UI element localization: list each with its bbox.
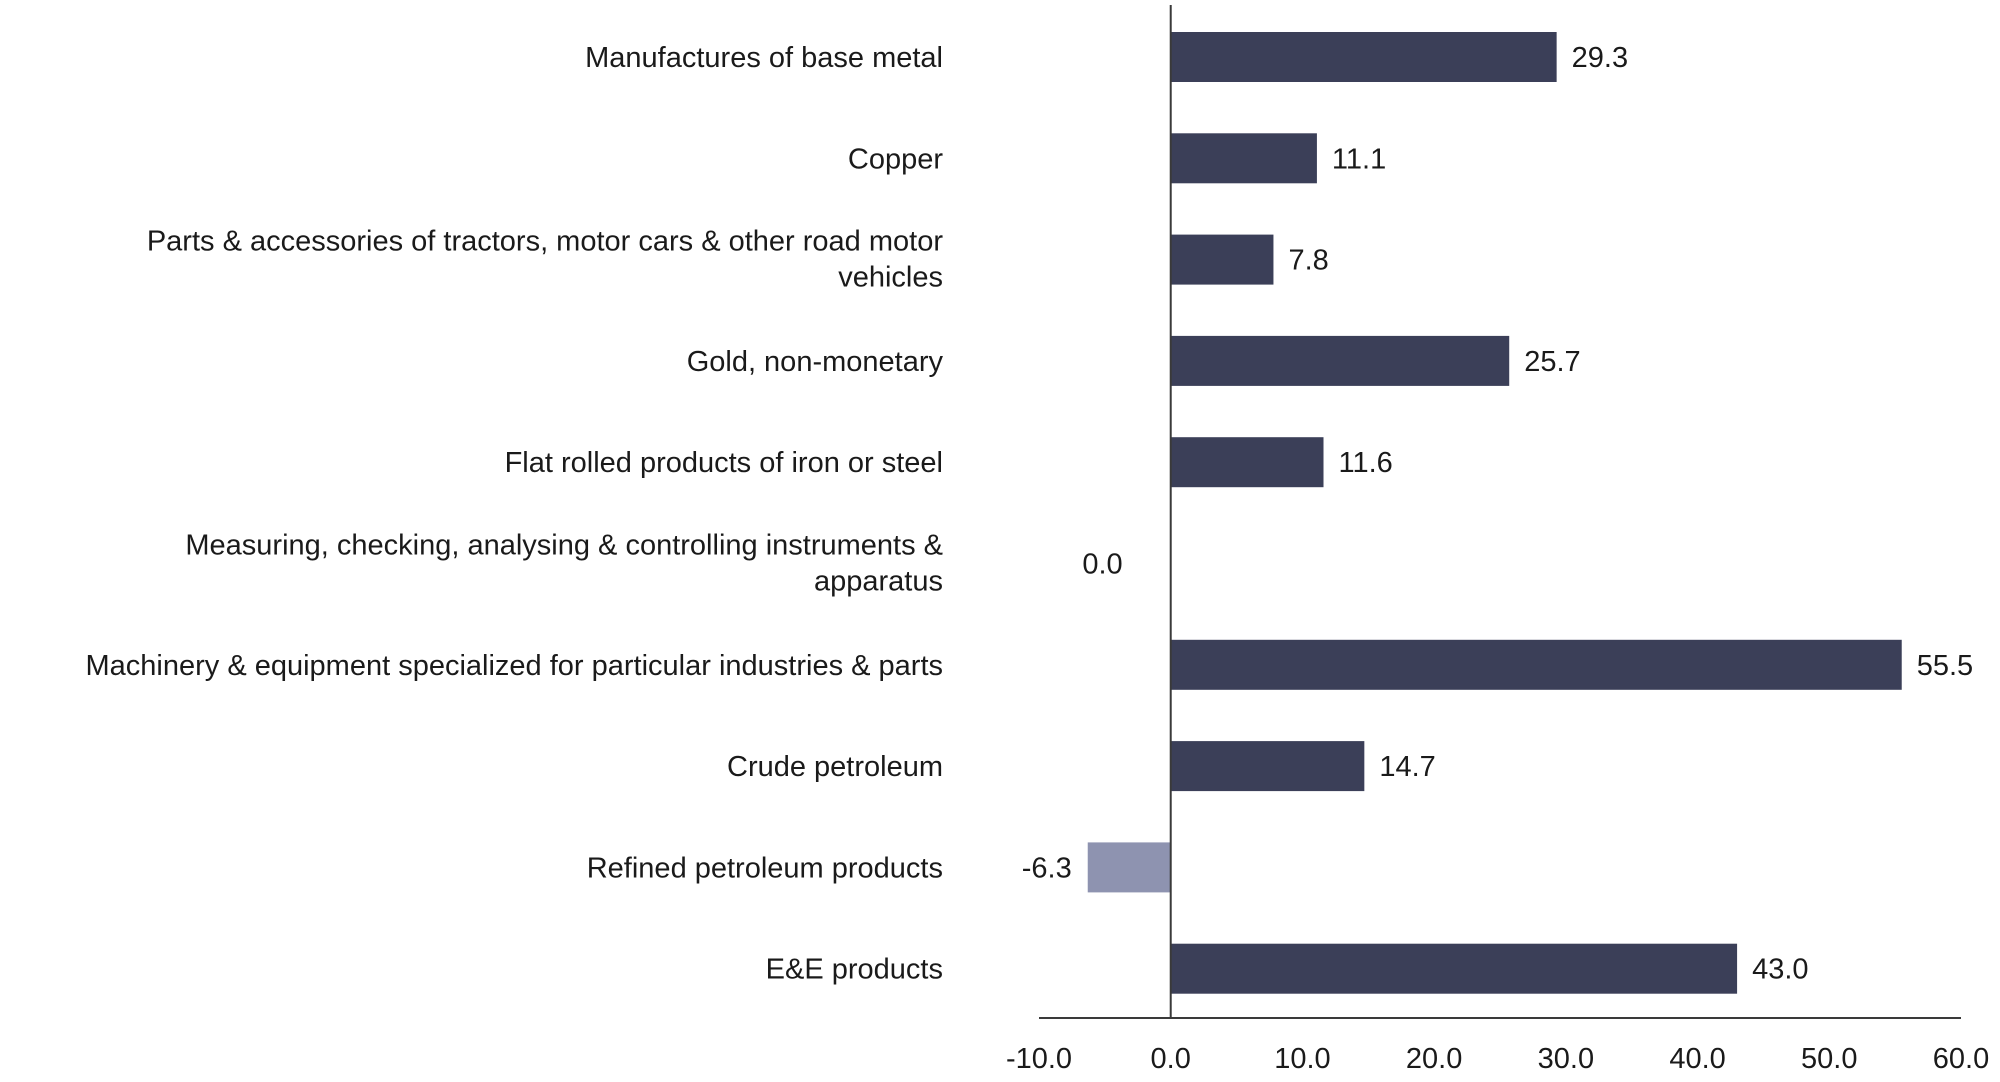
category-label-line: Machinery & equipment specialized for pa… xyxy=(85,650,943,682)
value-label: 11.6 xyxy=(1339,447,1393,479)
value-label: 43.0 xyxy=(1752,954,1808,986)
bar xyxy=(1087,842,1171,893)
value-label: 14.7 xyxy=(1379,751,1435,783)
x-tick-label: 20.0 xyxy=(1406,1043,1462,1075)
category-label-line: Crude petroleum xyxy=(727,751,943,783)
category-label-line: Gold, non-monetary xyxy=(687,346,944,378)
bar xyxy=(1170,32,1557,82)
category-label-line: Copper xyxy=(848,143,943,175)
category-label: Measuring, checking, analysing & control… xyxy=(185,530,943,598)
category-label-line: vehicles xyxy=(838,262,943,294)
category-label: Refined petroleum products xyxy=(587,852,943,884)
bar xyxy=(1170,741,1365,792)
x-tick-label: 0.0 xyxy=(1151,1043,1191,1075)
value-label: 29.3 xyxy=(1572,42,1628,74)
category-label-line: Measuring, checking, analysing & control… xyxy=(185,530,943,562)
category-label: Manufactures of base metal xyxy=(585,42,943,74)
x-tick-label: 30.0 xyxy=(1538,1043,1594,1075)
bar xyxy=(1170,437,1324,488)
value-label: 7.8 xyxy=(1288,245,1328,277)
category-label-line: apparatus xyxy=(814,566,943,598)
bar xyxy=(1170,335,1510,386)
bar xyxy=(1170,943,1738,994)
category-label-line: Flat rolled products of iron or steel xyxy=(505,447,943,479)
value-label: 25.7 xyxy=(1524,346,1580,378)
category-label-line: E&E products xyxy=(766,954,943,986)
value-labels-group: 29.3 11.1 7.8 25.7 11.6 0.0 55.5 14.7 -6.3 43.0 xyxy=(1022,42,1973,986)
bar xyxy=(1170,234,1274,285)
x-tick-label: 10.0 xyxy=(1274,1043,1330,1075)
x-tick-labels-group: -10.0 0.0 10.0 20.0 30.0 40.0 50.0 60.0 xyxy=(1006,1043,1989,1075)
x-tick-label: 40.0 xyxy=(1669,1043,1725,1075)
category-label-line: Manufactures of base metal xyxy=(585,42,943,74)
value-label: -6.3 xyxy=(1022,852,1072,884)
category-label: E&E products xyxy=(766,954,943,986)
category-label: Parts & accessories of tractors, motor c… xyxy=(147,226,944,294)
category-label: Crude petroleum xyxy=(727,751,943,783)
category-label-line: Refined petroleum products xyxy=(587,852,943,884)
category-label: Copper xyxy=(848,143,943,175)
x-tick-label: 60.0 xyxy=(1933,1043,1989,1075)
value-label: 55.5 xyxy=(1917,650,1973,682)
x-tick-label: 50.0 xyxy=(1801,1043,1857,1075)
bar xyxy=(1170,639,1902,690)
x-tick-label: -10.0 xyxy=(1006,1043,1072,1075)
category-label: Machinery & equipment specialized for pa… xyxy=(85,650,943,682)
bar xyxy=(1170,133,1317,184)
bars-group xyxy=(1087,32,1902,994)
category-label: Gold, non-monetary xyxy=(687,346,944,378)
category-labels-group: Manufactures of base metal Copper Parts & … xyxy=(85,42,943,986)
category-label-line: Parts & accessories of tractors, motor c… xyxy=(147,226,944,258)
value-label: 0.0 xyxy=(1082,549,1122,581)
value-label: 11.1 xyxy=(1332,143,1386,175)
category-label: Flat rolled products of iron or steel xyxy=(505,447,943,479)
